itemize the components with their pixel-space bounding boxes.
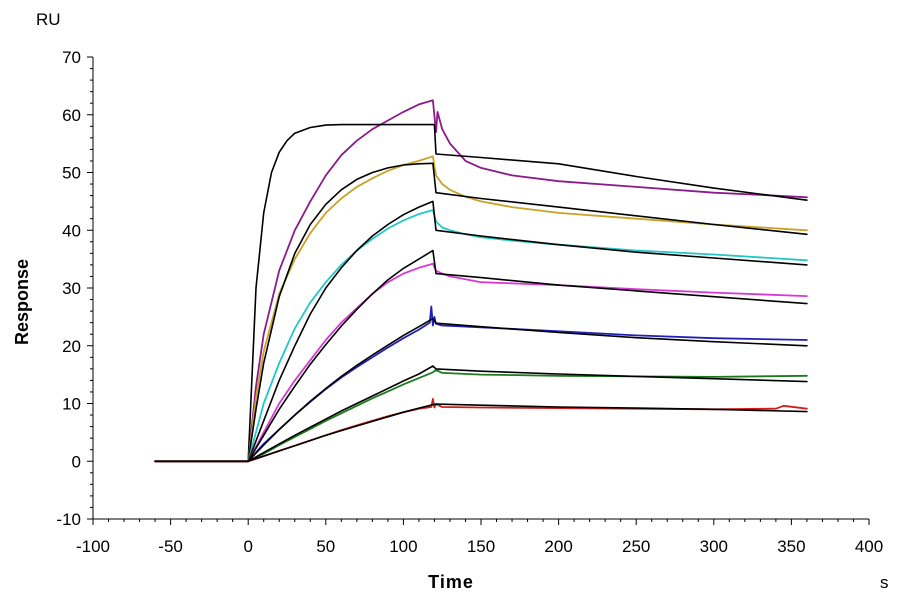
x-tick-label: 150 [467, 537, 495, 556]
x-tick-label: -50 [158, 537, 183, 556]
y-tick-label: 0 [72, 452, 81, 471]
sensorgram-curve [154, 262, 808, 463]
y-tick-label: -10 [56, 510, 81, 529]
y-tick-label: 40 [62, 221, 81, 240]
fit-curve [154, 162, 808, 463]
fit-curve [154, 317, 808, 463]
fit-curve [154, 365, 808, 463]
series-layer [154, 99, 808, 463]
sensorgram-curve [154, 369, 808, 463]
x-tick-label: 200 [544, 537, 572, 556]
y-unit-label: RU [36, 10, 61, 29]
fit-curve [154, 200, 808, 463]
x-tick-label: 400 [855, 537, 883, 556]
y-tick-label: 10 [62, 395, 81, 414]
x-tick-label: 300 [700, 537, 728, 556]
sensorgram-curve [154, 209, 808, 463]
y-axis-title: Response [12, 259, 32, 345]
x-tick-label: 250 [622, 537, 650, 556]
x-tick-label: 350 [777, 537, 805, 556]
fit-curve [154, 403, 808, 463]
x-unit-label: s [880, 573, 889, 592]
fit-curve [154, 249, 808, 463]
x-tick-label: -100 [76, 537, 110, 556]
x-axis-title: Time [428, 572, 474, 592]
y-tick-label: 50 [62, 164, 81, 183]
y-tick-label: 30 [62, 279, 81, 298]
fit-curve [154, 123, 808, 463]
x-tick-label: 0 [243, 537, 252, 556]
x-tick-label: 100 [389, 537, 417, 556]
sensorgram-curve [154, 305, 808, 463]
sensorgram-curve [154, 99, 808, 463]
x-tick-label: 50 [316, 537, 335, 556]
y-tick-label: 20 [62, 337, 81, 356]
y-tick-label: 60 [62, 106, 81, 125]
y-ticks: -10 0 10 20 30 40 50 60 70 [56, 48, 93, 529]
x-ticks: -100 -50 0 50 100 150 200 250 300 350 400 [76, 519, 883, 556]
y-tick-label: 70 [62, 48, 81, 67]
